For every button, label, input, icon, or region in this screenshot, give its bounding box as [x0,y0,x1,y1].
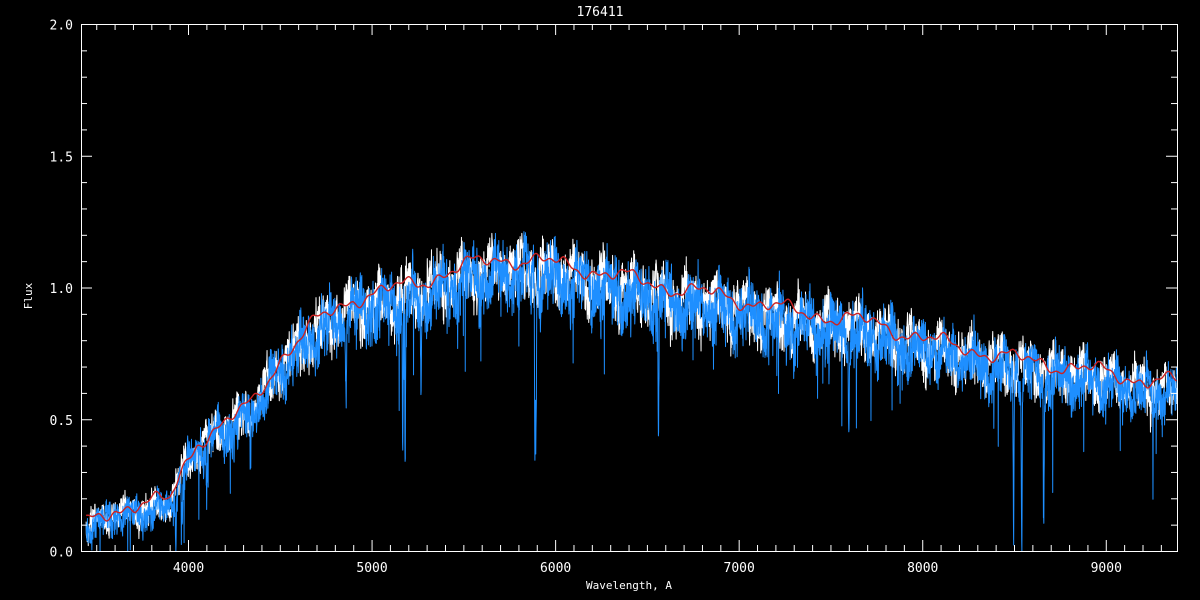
x-tick-label: 5000 [356,561,387,576]
model-spectrum [85,231,1178,552]
page-title: 176411 [577,5,624,20]
x-tick-label: 6000 [540,561,571,576]
x-axis-label: Wavelength, A [586,579,672,592]
smoothed-continuum [86,252,1177,522]
y-tick-label: 1.0 [50,282,73,297]
x-tick-label: 4000 [173,561,204,576]
x-tick-label: 8000 [907,561,938,576]
tick-label-layer: 4000 5000 6000 7000 8000 9000 0.0 0.5 1.0 1.5 2.0 [50,19,1122,577]
x-tick-label: 7000 [724,561,755,576]
y-axis-label: Flux [22,282,35,309]
y-tick-label: 1.5 [50,150,73,165]
x-tick-label: 9000 [1091,561,1122,576]
y-tick-label: 0.0 [50,546,73,561]
y-tick-label: 0.5 [50,414,73,429]
axis-layer [81,24,1178,552]
y-tick-label: 2.0 [50,19,73,34]
data-series-layer [85,231,1178,552]
